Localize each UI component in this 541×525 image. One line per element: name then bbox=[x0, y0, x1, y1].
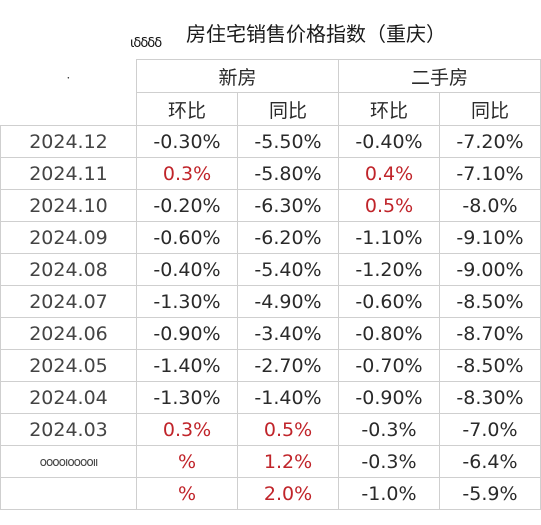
row-date: 2024.08 bbox=[0, 253, 137, 286]
header-row-groups: ㆍ 新房 二手房 bbox=[0, 59, 541, 93]
cell-second-yoy: -5.9% bbox=[439, 477, 541, 510]
cell-second-yoy: -9.00% bbox=[439, 253, 541, 286]
table-row: ooooıooooıı% 1.2% -0.3% -6.4% bbox=[0, 445, 541, 478]
cell-second-yoy: -8.70% bbox=[439, 317, 541, 350]
row-date: 2024.09 bbox=[0, 221, 137, 254]
cell-new-yoy: -2.70% bbox=[237, 349, 339, 382]
sub-header-new-mom: 环比 bbox=[136, 92, 238, 126]
corner-cell: ㆍ bbox=[0, 59, 137, 93]
cell-second-yoy: -8.30% bbox=[439, 381, 541, 414]
sub-header-new-yoy: 同比 bbox=[237, 92, 339, 126]
cell-new-mom: -0.20% bbox=[136, 189, 238, 222]
cell-second-yoy: -7.10% bbox=[439, 157, 541, 190]
row-date: 2024.07 bbox=[0, 285, 137, 318]
cell-new-yoy: -5.50% bbox=[237, 125, 339, 158]
cell-second-mom: -1.0% bbox=[338, 477, 440, 510]
cell-new-mom: -0.60% bbox=[136, 221, 238, 254]
cell-second-mom: -0.90% bbox=[338, 381, 440, 414]
page-title: 房住宅销售价格指数（重庆） bbox=[186, 22, 446, 46]
table-row: 2024.03 0.3% 0.5% -0.3% -7.0% bbox=[0, 413, 541, 446]
cell-second-mom: 0.4% bbox=[338, 157, 440, 190]
group-header-new: 新房 bbox=[136, 59, 339, 93]
table-row: 2024.08 -0.40% -5.40% -1.20% -9.00% bbox=[0, 253, 541, 286]
cell-new-mom: 0.3% bbox=[136, 413, 238, 446]
cell-new-yoy: -5.40% bbox=[237, 253, 339, 286]
table-row: 2024.07 -1.30% -4.90% -0.60% -8.50% bbox=[0, 285, 541, 318]
table-row: 2024.11 0.3% -5.80% 0.4% -7.10% bbox=[0, 157, 541, 190]
sub-header-second-mom: 环比 bbox=[338, 92, 440, 126]
title-doodle: ιδδδδ bbox=[130, 36, 162, 51]
cell-new-mom: -1.30% bbox=[136, 381, 238, 414]
cell-second-mom: -1.10% bbox=[338, 221, 440, 254]
cell-second-mom: -0.3% bbox=[338, 445, 440, 478]
cell-new-yoy: -1.40% bbox=[237, 381, 339, 414]
table-body: 2024.12 -0.30% -5.50% -0.40% -7.20% 2024.11 0.… bbox=[0, 125, 541, 510]
cell-new-yoy: 0.5% bbox=[237, 413, 339, 446]
cell-new-yoy: -5.80% bbox=[237, 157, 339, 190]
row-date: 2024.10 bbox=[0, 189, 137, 222]
cell-new-mom: % bbox=[136, 477, 238, 510]
cell-second-mom: -1.20% bbox=[338, 253, 440, 286]
table-row: 2024.09 -0.60% -6.20% -1.10% -9.10% bbox=[0, 221, 541, 254]
row-date: ooooıooooıı bbox=[0, 445, 137, 478]
row-date: 2024.05 bbox=[0, 349, 137, 382]
cell-second-yoy: -6.4% bbox=[439, 445, 541, 478]
row-date: 2024.12 bbox=[0, 125, 137, 158]
cell-new-yoy: -6.30% bbox=[237, 189, 339, 222]
corner-mark: ㆍ bbox=[62, 71, 74, 85]
cell-new-mom: -1.40% bbox=[136, 349, 238, 382]
cell-new-yoy: -4.90% bbox=[237, 285, 339, 318]
table-row: 2024.04 -1.30% -1.40% -0.90% -8.30% bbox=[0, 381, 541, 414]
cell-second-mom: -0.80% bbox=[338, 317, 440, 350]
row-date bbox=[0, 477, 137, 510]
cell-new-yoy: -6.20% bbox=[237, 221, 339, 254]
cell-new-yoy: 1.2% bbox=[237, 445, 339, 478]
row-date: 2024.06 bbox=[0, 317, 137, 350]
header-row-subs: 环比 同比 环比 同比 bbox=[0, 92, 541, 126]
cell-new-mom: -0.30% bbox=[136, 125, 238, 158]
sub-header-second-yoy: 同比 bbox=[439, 92, 541, 126]
cell-new-mom: % bbox=[136, 445, 238, 478]
cell-new-mom: 0.3% bbox=[136, 157, 238, 190]
cell-second-mom: -0.60% bbox=[338, 285, 440, 318]
table-row: 2024.12 -0.30% -5.50% -0.40% -7.20% bbox=[0, 125, 541, 158]
row-date: 2024.03 bbox=[0, 413, 137, 446]
row-date: 2024.04 bbox=[0, 381, 137, 414]
table-row: % 2.0% -1.0% -5.9% bbox=[0, 477, 541, 510]
corner-cell-lower bbox=[0, 92, 137, 126]
cell-new-yoy: 2.0% bbox=[237, 477, 339, 510]
table-row: 2024.06 -0.90% -3.40% -0.80% -8.70% bbox=[0, 317, 541, 350]
cell-new-yoy: -3.40% bbox=[237, 317, 339, 350]
cell-second-mom: -0.40% bbox=[338, 125, 440, 158]
price-index-table: ㆍ 新房 二手房 环比 同比 环比 同比 2024.12 -0.30% -5.50%… bbox=[0, 59, 541, 510]
cell-second-mom: -0.70% bbox=[338, 349, 440, 382]
cell-second-yoy: -8.50% bbox=[439, 349, 541, 382]
cell-new-mom: -1.30% bbox=[136, 285, 238, 318]
title-bar: ιδδδδ 房住宅销售价格指数（重庆） bbox=[0, 0, 541, 59]
table-row: 2024.05 -1.40% -2.70% -0.70% -8.50% bbox=[0, 349, 541, 382]
table-row: 2024.10 -0.20% -6.30% 0.5% -8.0% bbox=[0, 189, 541, 222]
row-date: 2024.11 bbox=[0, 157, 137, 190]
cell-second-yoy: -7.20% bbox=[439, 125, 541, 158]
cell-second-mom: 0.5% bbox=[338, 189, 440, 222]
cell-second-yoy: -7.0% bbox=[439, 413, 541, 446]
group-header-second: 二手房 bbox=[338, 59, 541, 93]
cell-new-mom: -0.40% bbox=[136, 253, 238, 286]
cell-second-yoy: -9.10% bbox=[439, 221, 541, 254]
cell-second-yoy: -8.50% bbox=[439, 285, 541, 318]
cell-second-mom: -0.3% bbox=[338, 413, 440, 446]
cell-new-mom: -0.90% bbox=[136, 317, 238, 350]
cell-second-yoy: -8.0% bbox=[439, 189, 541, 222]
